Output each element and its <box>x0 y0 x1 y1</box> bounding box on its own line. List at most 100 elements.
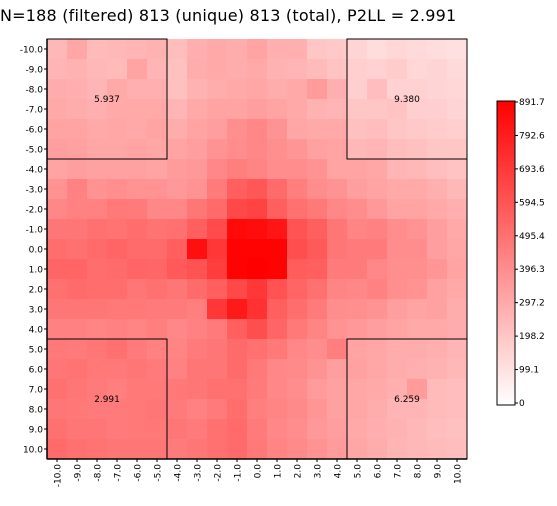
heatmap-cell <box>367 179 388 200</box>
heatmap-cell <box>247 439 268 460</box>
y-tick-label: 4.0 <box>29 326 44 336</box>
heatmap-cell <box>127 139 148 160</box>
heatmap-cell <box>327 79 348 100</box>
y-tick-label: -1.0 <box>25 226 43 236</box>
x-tick-label: -9.0 <box>74 464 84 482</box>
heatmap-cell <box>427 139 448 160</box>
heatmap-cell <box>427 439 448 460</box>
heatmap-cell <box>207 259 228 280</box>
heatmap-cell <box>167 399 188 420</box>
y-tick-label: -5.0 <box>25 146 43 156</box>
y-tick-label: -4.0 <box>25 166 43 176</box>
heatmap-cell <box>427 319 448 340</box>
heatmap-cell <box>447 239 468 260</box>
heatmap-cell <box>187 439 208 460</box>
heatmap-cell <box>367 39 388 60</box>
heatmap-cell <box>107 39 128 60</box>
heatmap-cell <box>167 199 188 220</box>
heatmap-cell <box>47 159 68 180</box>
heatmap-cell <box>187 219 208 240</box>
heatmap-cell <box>207 439 228 460</box>
heatmap-cell <box>147 59 168 80</box>
heatmap-cell <box>407 79 428 100</box>
heatmap-cell <box>367 259 388 280</box>
heatmap-cell <box>407 219 428 240</box>
heatmap-cell <box>387 439 408 460</box>
heatmap-cell <box>347 399 368 420</box>
heatmap-cell <box>127 239 148 260</box>
heatmap-cell <box>387 99 408 120</box>
y-tick-label: 3.0 <box>29 306 44 316</box>
heatmap-cell <box>367 439 388 460</box>
heatmap-cell <box>67 59 88 80</box>
heatmap-cell <box>407 199 428 220</box>
heatmap-cell <box>167 159 188 180</box>
heatmap-cell <box>407 339 428 360</box>
heatmap-cell <box>287 299 308 320</box>
heatmap-cell <box>187 399 208 420</box>
y-tick-label: -9.0 <box>25 66 43 76</box>
heatmap-cell <box>387 79 408 100</box>
heatmap-cell <box>167 239 188 260</box>
heatmap-cell <box>47 179 68 200</box>
heatmap-cell <box>87 379 108 400</box>
heatmap-cell <box>447 399 468 420</box>
heatmap-cell <box>347 139 368 160</box>
heatmap-cell <box>67 279 88 300</box>
heatmap-cell <box>407 399 428 420</box>
y-tick-label: -10.0 <box>20 46 44 56</box>
heatmap-cell <box>167 439 188 460</box>
heatmap-cell <box>267 259 288 280</box>
heatmap-cell <box>327 379 348 400</box>
heatmap-cell <box>187 279 208 300</box>
x-tick-label: 4.0 <box>334 464 344 479</box>
heatmap-cell <box>447 299 468 320</box>
heatmap-cell <box>247 319 268 340</box>
heatmap-cell <box>87 419 108 440</box>
heatmap-cell <box>107 299 128 320</box>
heatmap-cell <box>187 319 208 340</box>
heatmap-cell <box>407 99 428 120</box>
heatmap-cell <box>67 259 88 280</box>
heatmap-cell <box>187 299 208 320</box>
heatmap-cell <box>67 199 88 220</box>
x-tick-label: -7.0 <box>114 464 124 482</box>
heatmap-cell <box>387 279 408 300</box>
heatmap-cell <box>247 259 268 280</box>
heatmap-cell <box>247 119 268 140</box>
heatmap-cell <box>447 179 468 200</box>
heatmap-cell <box>267 399 288 420</box>
heatmap-cell <box>167 259 188 280</box>
heatmap-cell <box>267 359 288 380</box>
heatmap-cell <box>367 139 388 160</box>
heatmap-cell <box>367 79 388 100</box>
heatmap-cell <box>247 399 268 420</box>
region-score-label: 9.380 <box>394 95 420 105</box>
heatmap-cell <box>47 139 68 160</box>
heatmap-cell <box>307 219 328 240</box>
y-tick-label: 9.0 <box>29 426 44 436</box>
region-score-label: 6.259 <box>394 395 420 405</box>
x-tick-label: -5.0 <box>154 464 164 482</box>
region-annotations: 5.937 9.380 2.991 6.259 <box>94 95 420 405</box>
heatmap-cell <box>147 259 168 280</box>
heatmap-cell <box>207 179 228 200</box>
heatmap-cell <box>267 439 288 460</box>
heatmap-cell <box>67 299 88 320</box>
heatmap-cell <box>347 179 368 200</box>
heatmap-cell <box>267 219 288 240</box>
heatmap-cell <box>187 379 208 400</box>
heatmap-cell <box>127 279 148 300</box>
heatmap-cell <box>387 219 408 240</box>
heatmap-cell <box>87 359 108 380</box>
heatmap-cell <box>127 439 148 460</box>
heatmap-cell <box>247 139 268 160</box>
heatmap-cell <box>387 359 408 380</box>
heatmap-cell <box>147 279 168 300</box>
heatmap-cell <box>307 359 328 380</box>
heatmap-cell <box>227 419 248 440</box>
heatmap-cell <box>427 259 448 280</box>
heatmap-cell <box>447 379 468 400</box>
heatmap-cell <box>427 199 448 220</box>
